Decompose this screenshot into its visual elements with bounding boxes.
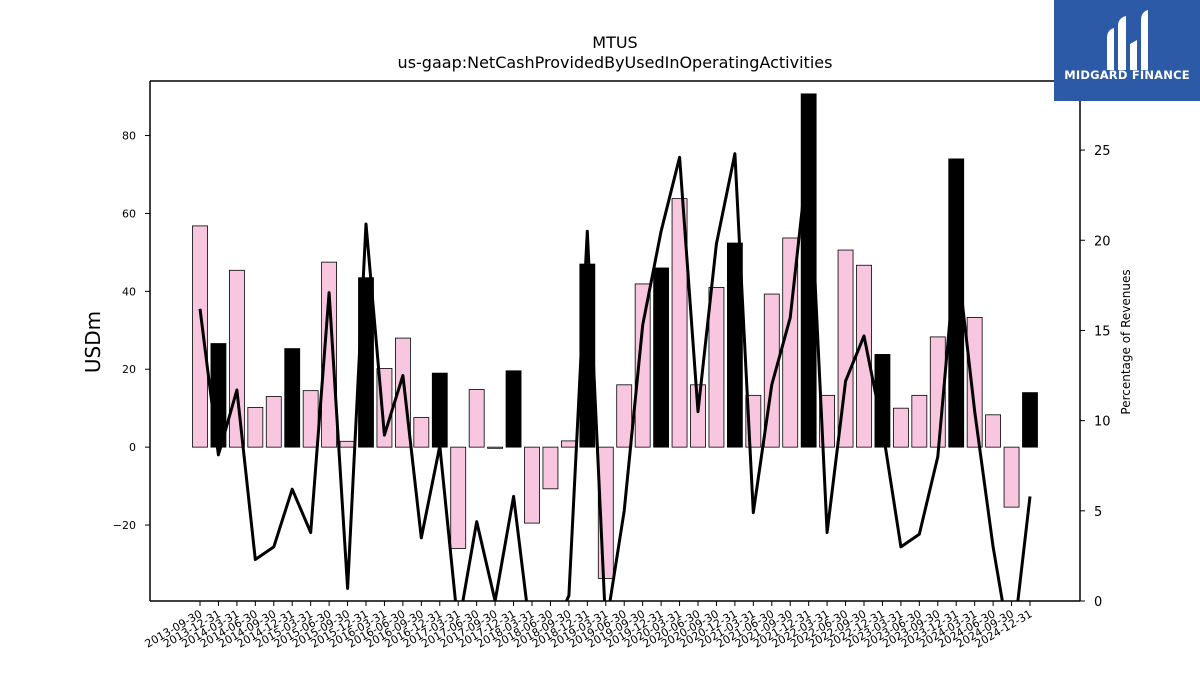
bar (726, 242, 743, 448)
bar (985, 414, 1002, 448)
bar (671, 198, 688, 448)
y-tick-label: 0 (129, 441, 136, 454)
bar (468, 389, 485, 448)
y2-tick-label: 5 (1094, 505, 1102, 520)
bar (874, 354, 891, 448)
bar (653, 267, 670, 448)
bar (321, 261, 338, 448)
bar (1022, 392, 1038, 448)
bar (339, 440, 356, 448)
bar (634, 283, 651, 448)
bar (431, 372, 448, 448)
logo-text: MIDGARD FINANCE (1064, 68, 1190, 82)
bar (247, 407, 264, 448)
y2-tick-label: 15 (1094, 324, 1111, 339)
y-tick-label: 60 (122, 207, 136, 220)
bar (690, 384, 706, 448)
bar (192, 225, 208, 448)
bar (1003, 446, 1020, 508)
bar (228, 269, 245, 448)
bar (284, 348, 301, 448)
axes (149, 80, 1081, 602)
bar (524, 446, 540, 524)
y-tick-label: 40 (122, 285, 136, 298)
bar-series (192, 93, 1038, 579)
y-tick-label: 80 (122, 130, 136, 143)
bar (302, 390, 319, 448)
y2-tick-label: 25 (1094, 144, 1111, 159)
bar (911, 394, 928, 448)
bar (616, 384, 633, 448)
bar (450, 446, 467, 549)
logo: MIDGARD FINANCE (1054, 0, 1200, 101)
midgard-logo-icon (1107, 10, 1148, 70)
y-axis-label: USDm (81, 311, 105, 373)
y2-tick-label: 0 (1094, 595, 1102, 610)
y2-axis-label: Percentage of Revenues (1119, 269, 1133, 414)
y-tick-label: −20 (113, 519, 136, 532)
y2-tick-label: 10 (1094, 415, 1111, 430)
bar (837, 249, 854, 448)
chart-subtitle: us-gaap:NetCashProvidedByUsedInOperating… (398, 53, 833, 72)
bar (505, 370, 522, 448)
bar (265, 396, 282, 448)
chart-title: MTUS (592, 33, 637, 52)
percentage-line (198, 148, 1032, 601)
line-series (198, 148, 1032, 601)
y2-tick-label: 20 (1094, 234, 1111, 249)
bar (560, 440, 577, 448)
bar (542, 446, 559, 490)
y-tick-label: 20 (122, 363, 136, 376)
bar (966, 317, 983, 448)
bar (892, 407, 909, 448)
bar (413, 417, 430, 448)
bar (487, 446, 504, 449)
bar (708, 287, 725, 448)
